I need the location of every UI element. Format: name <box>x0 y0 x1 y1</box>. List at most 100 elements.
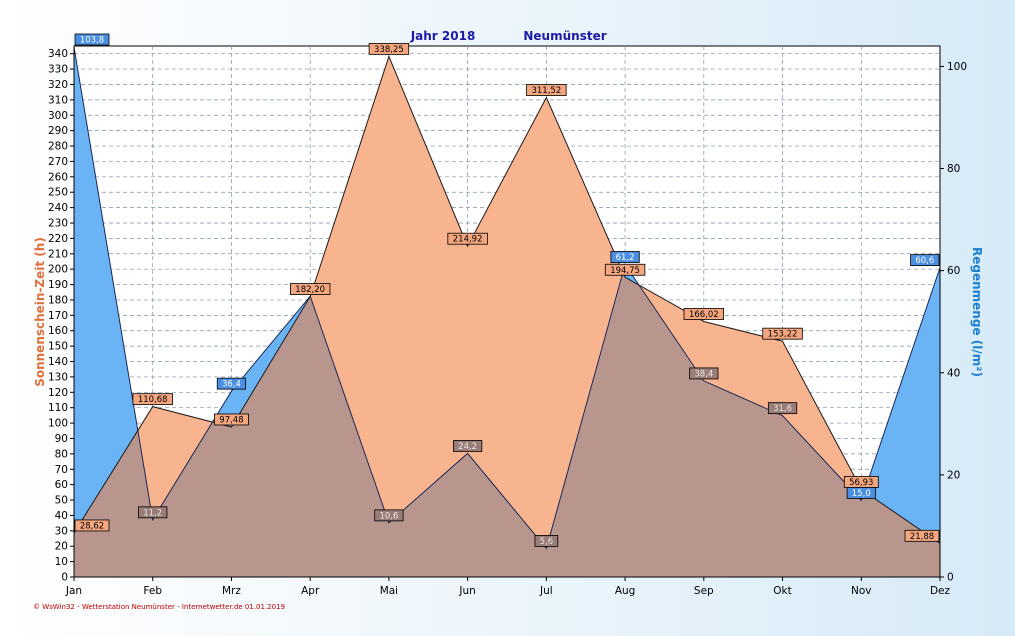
rain-value-label-text: 10,6 <box>379 511 398 521</box>
chart-title-year: Jahr 2018 <box>410 29 476 43</box>
sunshine-value-label-text: 311,52 <box>531 86 561 96</box>
x-tick-label: Okt <box>773 585 791 597</box>
sunshine-value-label-text: 214,92 <box>453 235 483 245</box>
y-tick-label-left: 270 <box>48 156 68 168</box>
sunshine-value-label-box <box>447 232 488 245</box>
rain-value-label-text: 31,6 <box>773 404 792 414</box>
sunshine-value-label-text: 56,93 <box>849 478 873 488</box>
y-tick-label-left: 140 <box>48 356 68 368</box>
x-tick-label: Apr <box>301 585 320 597</box>
sunshine-value-label: 97,48 <box>214 413 249 425</box>
rain-value-label-box <box>374 509 404 522</box>
y-tick-label-left: 230 <box>48 218 68 230</box>
y-tick-label-left: 200 <box>48 264 68 276</box>
sunshine-value-label: 338,25 <box>368 42 410 55</box>
sunshine-value-label-text: 194,75 <box>610 266 640 276</box>
sunshine-value-label-text: 110,68 <box>138 395 168 405</box>
y-tick-label-left: 60 <box>55 479 68 491</box>
sunshine-value-label: 21,88 <box>904 529 940 542</box>
rain-value-label: 31,6 <box>767 402 798 415</box>
axes: 0 10 20 30 40 50 60 70 80 90 100 110 120 130 140 150 160… <box>48 46 967 597</box>
y-tick-label-left: 50 <box>55 495 68 507</box>
y-tick-label-left: 300 <box>48 110 68 122</box>
rain-value-label: 10,6 <box>374 509 404 522</box>
rain-value-label: 36,4 <box>216 377 247 390</box>
rain-value-label-text: 60,6 <box>915 256 934 266</box>
x-tick-label: Sep <box>694 585 714 597</box>
y-tick-label-left: 190 <box>48 279 68 291</box>
sunshine-value-label-box <box>368 42 410 55</box>
y-tick-label-left: 330 <box>48 64 68 76</box>
y-tick-label-left: 70 <box>55 464 68 476</box>
sunshine-value-label: 311,52 <box>526 84 567 96</box>
sunshine-value-label-box <box>526 84 567 96</box>
x-tick-label: Jul <box>539 585 553 597</box>
sunshine-value-label: 214,92 <box>447 232 488 245</box>
x-tick-label: Aug <box>615 585 636 597</box>
x-tick-label: Jun <box>458 585 475 597</box>
y-tick-label-left: 20 <box>55 541 68 553</box>
y-tick-label-left: 320 <box>48 79 68 91</box>
y-tick-label-left: 150 <box>48 341 68 353</box>
y-tick-label-left: 120 <box>48 387 68 399</box>
rain-value-label-box <box>74 33 110 46</box>
rain-value-label: 24,2 <box>453 440 483 452</box>
sunshine-value-label: 194,75 <box>604 263 646 276</box>
y-tick-label-right: 20 <box>947 469 960 481</box>
y-tick-label-left: 180 <box>48 294 68 306</box>
rain-value-label-box <box>910 254 940 266</box>
y-tick-label-left: 280 <box>48 141 68 153</box>
rain-value-label-text: 15,0 <box>852 489 871 499</box>
y-tick-label-left: 260 <box>48 171 68 183</box>
y-tick-label-left: 340 <box>48 48 68 60</box>
footer-credit: © WsWin32 - Wetterstation Neumünster - I… <box>33 603 285 611</box>
sunshine-value-label-box <box>74 519 110 532</box>
sunshine-value-label-text: 21,88 <box>910 532 934 542</box>
rain-value-label-text: 103,8 <box>80 36 104 46</box>
sunshine-value-label-text: 338,25 <box>374 45 404 55</box>
rain-value-label-box <box>610 251 640 263</box>
y-tick-label-right: 40 <box>947 367 960 379</box>
sunshine-value-label-box <box>762 327 803 340</box>
sunshine-value-label: 182,20 <box>289 283 331 295</box>
rain-value-label: 5,6 <box>534 535 559 547</box>
sunshine-value-label-text: 28,62 <box>80 521 104 531</box>
rain-value-label-box <box>534 535 559 547</box>
sunshine-value-label-box <box>289 283 331 295</box>
sunshine-value-label-text: 182,20 <box>295 285 325 295</box>
rain-value-label: 60,6 <box>910 254 940 266</box>
y-tick-label-left: 100 <box>48 418 68 430</box>
sunshine-value-label-box <box>683 308 725 320</box>
y-tick-label-left: 290 <box>48 125 68 137</box>
x-tick-label: Dez <box>930 585 951 597</box>
y-tick-label-left: 160 <box>48 325 68 337</box>
rain-value-label: 15,0 <box>846 487 876 499</box>
rain-value-label: 61,2 <box>610 251 640 263</box>
y-tick-label-left: 220 <box>48 233 68 245</box>
y-tick-label-left: 240 <box>48 202 68 214</box>
rain-value-label-box <box>216 377 247 390</box>
rain-value-label: 103,8 <box>74 33 110 46</box>
sunshine-value-label: 28,62 <box>74 519 110 532</box>
x-tick-label: Mai <box>380 585 398 597</box>
x-tick-label: Nov <box>851 585 872 597</box>
sunshine-value-label: 153,22 <box>762 327 803 340</box>
x-tick-label: Feb <box>143 585 162 597</box>
chart-title-station: Neumünster <box>523 29 606 43</box>
rain-value-label-box <box>767 402 798 415</box>
x-tick-label: Jan <box>65 585 82 597</box>
y-tick-label-left: 0 <box>61 572 68 584</box>
rain-value-label: 11,2 <box>138 506 168 518</box>
y-tick-label-right: 60 <box>947 265 960 277</box>
rain-value-label-text: 24,2 <box>458 442 477 452</box>
y-tick-label-right: 0 <box>947 572 954 584</box>
sunshine-value-label-text: 166,02 <box>689 310 719 320</box>
y-axis-label-left: Sonnenschein-Zeit (h) <box>33 237 47 387</box>
sunshine-value-label: 56,93 <box>843 475 879 488</box>
y-tick-label-left: 40 <box>55 510 68 522</box>
y-tick-label-left: 130 <box>48 371 68 383</box>
data-labels: 28,62 110,68 97,48 182,20 338,25 214,92 311,52… <box>74 33 940 547</box>
rain-value-label-text: 11,2 <box>143 508 162 518</box>
